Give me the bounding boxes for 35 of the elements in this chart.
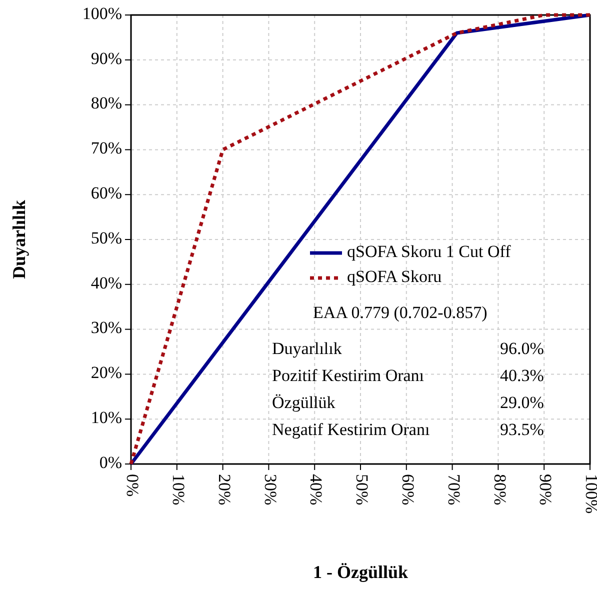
x-tick-label: 40% — [306, 474, 326, 506]
legend-label: qSOFA Skoru — [347, 266, 442, 286]
y-tick-label: 60% — [90, 184, 122, 203]
y-tick-label: 10% — [90, 408, 122, 428]
y-axis-title: Duyarlılık — [9, 200, 29, 280]
y-tick-label: 70% — [90, 138, 122, 158]
annotation: Negatif Kestirim Oranı — [272, 420, 430, 439]
x-tick-label: 80% — [490, 474, 510, 506]
x-tick-label: 70% — [444, 474, 464, 506]
y-tick-label: 30% — [90, 318, 122, 338]
annotation: Özgüllük — [272, 392, 336, 412]
y-tick-label: 100% — [82, 4, 122, 23]
annotation: 29.0% — [500, 392, 544, 412]
y-tick-label: 80% — [90, 94, 122, 113]
x-tick-label: 30% — [260, 474, 280, 506]
annotation: 93.5% — [500, 420, 544, 439]
annotation: 40.3% — [500, 366, 544, 385]
x-tick-label: 100% — [582, 474, 597, 514]
x-tick-label: 60% — [398, 474, 418, 506]
y-tick-label: 0% — [99, 452, 122, 472]
x-tick-label: 0% — [123, 474, 142, 497]
x-axis-title: 1 - Özgüllük — [312, 562, 408, 582]
y-tick-label: 40% — [90, 273, 122, 292]
x-tick-label: 10% — [168, 474, 188, 506]
annotation: 96.0% — [500, 338, 544, 358]
x-tick-label: 90% — [536, 474, 556, 506]
y-tick-label: 20% — [90, 363, 122, 382]
x-tick-label: 20% — [214, 474, 234, 506]
legend-label: qSOFA Skoru 1 Cut Off — [347, 242, 512, 261]
y-tick-label: 90% — [90, 48, 122, 68]
annotation: EAA 0.779 (0.702-0.857) — [313, 302, 488, 322]
annotation: Duyarlılık — [272, 338, 342, 358]
x-tick-label: 50% — [352, 474, 372, 506]
annotation: Pozitif Kestirim Oranı — [272, 366, 424, 385]
y-tick-label: 50% — [90, 228, 122, 248]
